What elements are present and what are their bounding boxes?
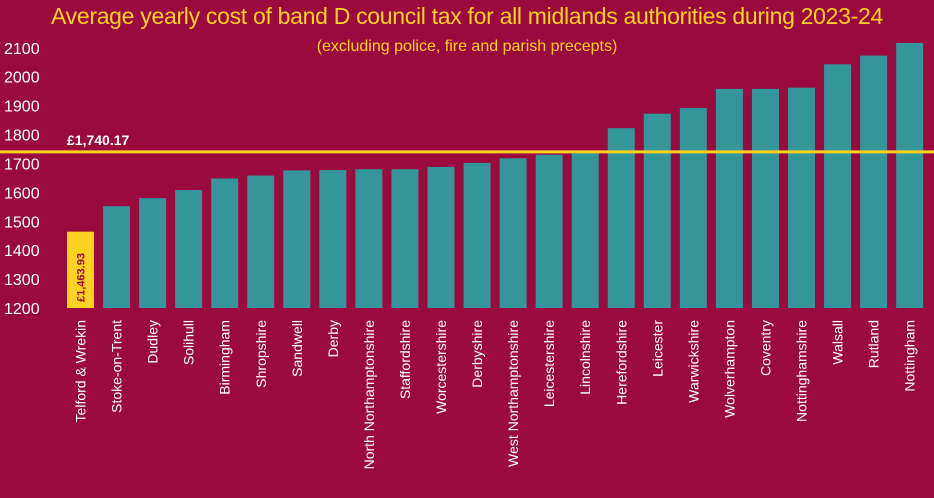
y-tick-label: 1400 [4, 243, 40, 260]
bar-herefordshire [607, 128, 635, 308]
y-tick-label: 2000 [4, 70, 40, 87]
bar-north-northamptonshire [355, 169, 383, 308]
x-tick-label: Birmingham [217, 320, 233, 395]
bar-west-northamptonshire [499, 158, 527, 308]
x-tick-label: Worcestershire [433, 320, 449, 414]
x-tick-label: Leicestershire [541, 320, 557, 407]
annotations: £1,740.17 [0, 132, 934, 154]
bar-wolverhampton [715, 88, 743, 308]
x-tick-label: Wolverhampton [721, 320, 737, 418]
bar-nottinghamshire [788, 87, 815, 308]
x-tick-label: Solihull [181, 320, 197, 365]
x-tick-label: Derbyshire [469, 320, 485, 388]
chart-subtitle: (excluding police, fire and parish prece… [316, 38, 618, 55]
x-tick-label: Warwickshire [685, 320, 701, 403]
x-tick-label: Herefordshire [613, 320, 629, 405]
bar-leicester [643, 113, 671, 308]
bar-nottingham [896, 42, 924, 308]
y-tick-label: 1300 [4, 272, 40, 289]
x-tick-label: Sandwell [289, 320, 305, 377]
x-tick-label: Stoke-on-Trent [109, 320, 125, 413]
bar-stoke-on-trent [103, 206, 131, 308]
chart-title: Average yearly cost of band D council ta… [51, 3, 883, 29]
x-tick-label: Derby [325, 320, 341, 357]
bar-sandwell [283, 170, 311, 308]
bar-warwickshire [679, 107, 707, 308]
x-tick-label: Telford & Wrekin [73, 320, 89, 422]
y-tick-label: 1500 [4, 214, 40, 231]
bar-solihull [175, 190, 203, 308]
x-tick-label: Nottinghamshire [794, 320, 810, 422]
x-tick-label: Shropshire [253, 320, 269, 388]
y-axis: 1200 1300 1400 1500 1600 1700 1800 1900 2000 2100 [4, 41, 40, 318]
y-tick-label: 1800 [4, 128, 40, 145]
x-tick-label: Leicester [649, 320, 665, 377]
x-tick-label: Dudley [145, 320, 161, 364]
x-tick-label: Staffordshire [397, 320, 413, 399]
bar-telford-wrekin [67, 231, 94, 308]
bar-coventry [751, 88, 779, 308]
bars: £1,463.93 [67, 42, 924, 309]
y-tick-label: 1600 [4, 185, 40, 202]
y-tick-label: 1700 [4, 156, 40, 173]
y-tick-label: 2100 [4, 41, 40, 58]
average-label: £1,740.17 [67, 132, 129, 148]
bar-shropshire [247, 175, 275, 308]
x-tick-label: Walsall [830, 320, 846, 365]
bar-staffordshire [391, 169, 419, 308]
x-tick-label: North Northamptonshire [361, 320, 377, 470]
y-tick-label: 1900 [4, 99, 40, 116]
y-tick-label: 1200 [4, 301, 40, 318]
bar-birmingham [211, 178, 239, 308]
x-tick-label: Rutland [866, 320, 882, 368]
bar-leicestershire [535, 154, 563, 308]
bar-derbyshire [463, 162, 491, 308]
bar-worcestershire [427, 166, 455, 308]
bar-dudley [139, 198, 167, 308]
bar-rutland [860, 55, 888, 309]
bar-lincolnshire [571, 153, 599, 308]
x-tick-label: Nottingham [902, 320, 918, 392]
x-axis: Telford & Wrekin Stoke-on-Trent Dudley Soli… [73, 320, 918, 470]
bar-walsall [824, 64, 852, 308]
highlight-data-label: £1,463.93 [76, 253, 88, 302]
x-tick-label: Lincolnshire [577, 320, 593, 395]
x-tick-label: Coventry [757, 320, 773, 376]
bar-derby [319, 170, 347, 308]
x-tick-label: West Northamptonshire [505, 320, 521, 467]
